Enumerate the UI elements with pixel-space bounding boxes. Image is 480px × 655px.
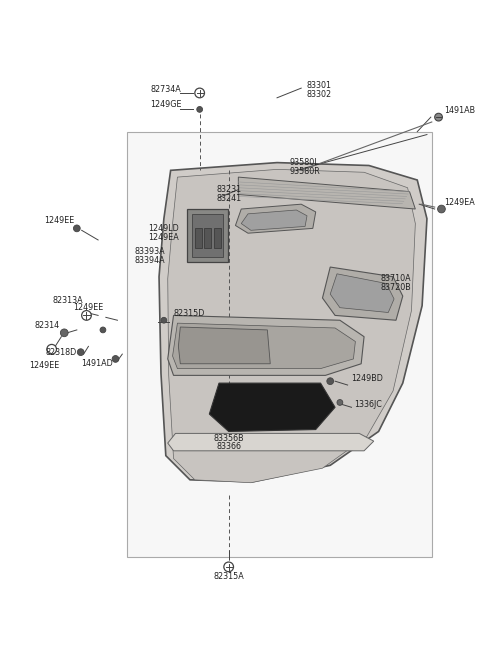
Text: 1249EA: 1249EA [148, 233, 179, 242]
Circle shape [73, 225, 80, 232]
Polygon shape [179, 327, 270, 364]
Polygon shape [187, 209, 228, 262]
Polygon shape [195, 229, 202, 248]
Text: 82318D: 82318D [46, 348, 77, 357]
Circle shape [337, 400, 343, 405]
Text: 82315A: 82315A [213, 572, 244, 581]
Polygon shape [168, 316, 364, 375]
Polygon shape [159, 162, 427, 482]
Text: 82313A: 82313A [53, 297, 84, 305]
Circle shape [435, 113, 443, 121]
Circle shape [100, 327, 106, 333]
Text: 82315D: 82315D [174, 309, 205, 318]
Circle shape [60, 329, 68, 337]
Text: 1249EE: 1249EE [29, 361, 60, 370]
Polygon shape [239, 177, 415, 209]
Polygon shape [323, 267, 403, 320]
Text: 82734A: 82734A [151, 84, 181, 94]
Polygon shape [127, 132, 432, 557]
Text: 83302: 83302 [306, 90, 331, 100]
Text: 93580R: 93580R [289, 167, 320, 176]
Circle shape [82, 310, 91, 320]
Text: 1249GE: 1249GE [150, 100, 181, 109]
Text: 83231: 83231 [216, 185, 241, 194]
Circle shape [195, 88, 204, 98]
Text: 1249EA: 1249EA [444, 198, 475, 207]
Polygon shape [192, 214, 223, 257]
Text: 1249LD: 1249LD [148, 224, 179, 233]
Text: 1249EE: 1249EE [72, 303, 103, 312]
Circle shape [161, 317, 167, 323]
Polygon shape [204, 229, 211, 248]
Polygon shape [173, 323, 355, 369]
Circle shape [112, 356, 119, 362]
Text: 1491AD: 1491AD [81, 360, 113, 368]
Polygon shape [209, 383, 335, 432]
Text: 82314: 82314 [34, 320, 60, 329]
Text: 83301: 83301 [306, 81, 331, 90]
Text: 1491AB: 1491AB [444, 106, 476, 115]
Text: 83394A: 83394A [135, 256, 166, 265]
Text: 83356B: 83356B [213, 434, 244, 443]
Circle shape [327, 378, 334, 384]
Text: 83710A: 83710A [381, 274, 411, 283]
Text: 83366: 83366 [216, 442, 241, 451]
Text: 83393A: 83393A [135, 247, 166, 256]
Polygon shape [330, 274, 394, 312]
Text: 1336JC: 1336JC [354, 400, 382, 409]
Text: 1249EE: 1249EE [44, 216, 74, 225]
Circle shape [77, 348, 84, 356]
Circle shape [224, 562, 233, 572]
Text: 93580L: 93580L [289, 158, 319, 167]
Circle shape [438, 205, 445, 213]
Polygon shape [236, 204, 316, 233]
Circle shape [47, 345, 57, 354]
Polygon shape [241, 210, 307, 231]
Circle shape [197, 107, 203, 112]
Text: 83241: 83241 [216, 194, 241, 203]
Polygon shape [168, 434, 374, 451]
Text: 1249BD: 1249BD [351, 374, 384, 383]
Polygon shape [168, 170, 415, 483]
Text: 83720B: 83720B [381, 283, 411, 292]
Polygon shape [214, 229, 221, 248]
